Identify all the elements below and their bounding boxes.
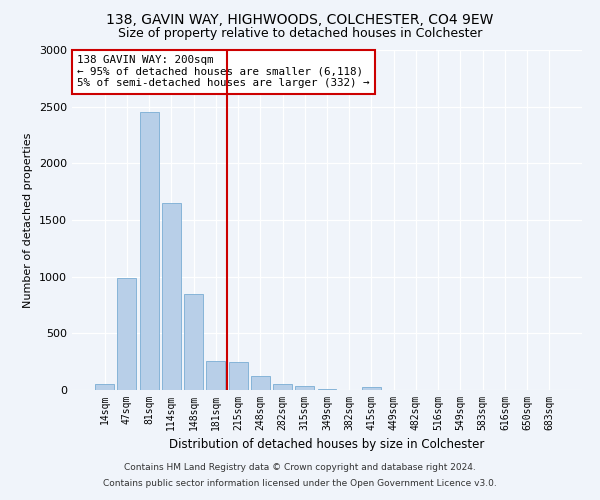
Text: Contains HM Land Registry data © Crown copyright and database right 2024.: Contains HM Land Registry data © Crown c… [124,464,476,472]
Bar [206,360,225,390]
Bar [251,376,270,390]
Text: Contains public sector information licensed under the Open Government Licence v3: Contains public sector information licen… [103,478,497,488]
Bar [317,389,337,390]
X-axis label: Distribution of detached houses by size in Colchester: Distribution of detached houses by size … [169,438,485,452]
Y-axis label: Number of detached properties: Number of detached properties [23,132,34,308]
Text: 138, GAVIN WAY, HIGHWOODS, COLCHESTER, CO4 9EW: 138, GAVIN WAY, HIGHWOODS, COLCHESTER, C… [106,12,494,26]
Bar [140,112,158,390]
Bar [118,278,136,390]
Bar [184,294,203,390]
Bar [229,362,248,390]
Bar [273,384,292,390]
Text: 138 GAVIN WAY: 200sqm
← 95% of detached houses are smaller (6,118)
5% of semi-de: 138 GAVIN WAY: 200sqm ← 95% of detached … [77,55,370,88]
Bar [95,384,114,390]
Bar [295,386,314,390]
Bar [162,203,181,390]
Text: Size of property relative to detached houses in Colchester: Size of property relative to detached ho… [118,28,482,40]
Bar [362,387,381,390]
